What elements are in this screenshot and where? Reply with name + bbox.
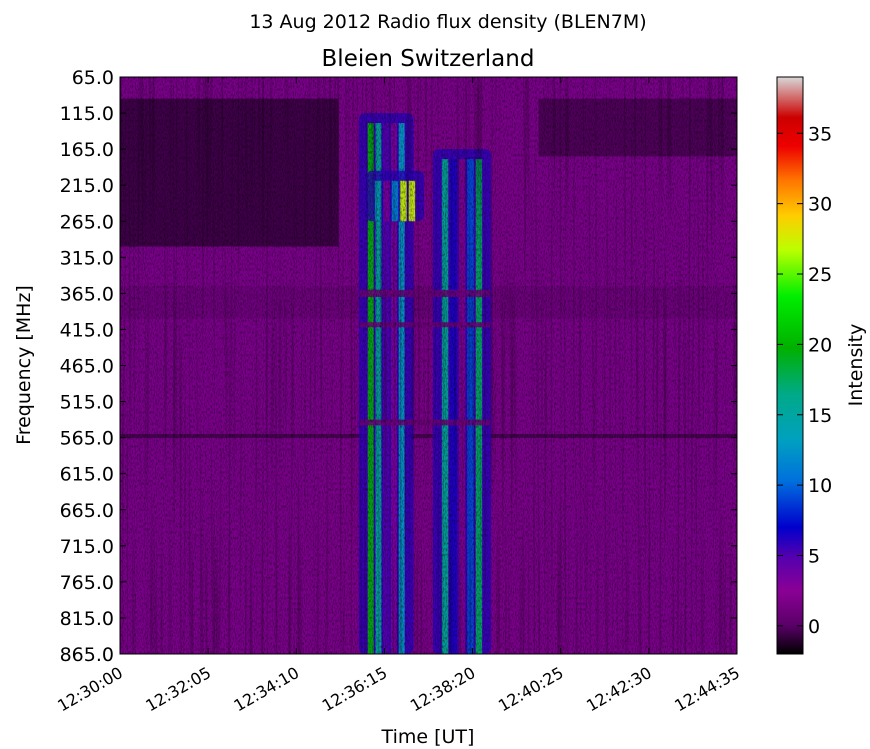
colorbar-tick-label: 20: [808, 334, 832, 356]
y-tick-label: 515.0: [60, 392, 114, 414]
y-tick-label: 865.0: [60, 644, 114, 666]
y-tick-label: 715.0: [60, 536, 114, 558]
y-tick-label: 215.0: [60, 175, 114, 197]
plot-area: [120, 77, 737, 654]
colorbar-tick-label: 25: [808, 264, 832, 286]
x-tick-label: 12:40:25: [495, 663, 567, 715]
y-tick-label: 265.0: [60, 211, 114, 233]
y-tick-label: 465.0: [60, 356, 114, 378]
y-tick-label: 665.0: [60, 500, 114, 522]
x-axis-label: Time [UT]: [381, 726, 475, 748]
y-tick-label: 765.0: [60, 572, 114, 594]
chart-title: 13 Aug 2012 Radio flux density (BLEN7M): [249, 11, 646, 33]
y-tick-label: 615.0: [60, 464, 114, 486]
x-tick-label: 12:42:30: [583, 663, 655, 715]
colorbar-tick-label: 10: [808, 475, 832, 497]
colorbar: [776, 76, 804, 655]
y-tick-label: 815.0: [60, 608, 114, 630]
colorbar-tick-label: 30: [808, 194, 832, 216]
colorbar-tick-label: 0: [808, 616, 820, 638]
y-axis-label: Frequency [MHz]: [13, 285, 35, 445]
y-axis: 65.0 115.0 165.0 215.0 265.0 315.0 365.0 415.0 4…: [60, 67, 737, 666]
noise-texture: [120, 77, 737, 654]
x-tick-label: 12:36:15: [319, 663, 391, 715]
y-tick-label: 65.0: [72, 67, 114, 89]
y-tick-label: 165.0: [60, 139, 114, 161]
y-tick-label: 415.0: [60, 319, 114, 341]
y-tick-label: 315.0: [60, 247, 114, 269]
colorbar-axis: 0 5 10 15 20 25 30 35: [777, 123, 832, 638]
x-tick-label: 12:30:00: [54, 663, 126, 715]
chart-subtitle: Bleien Switzerland: [322, 46, 535, 72]
x-tick-label: 12:38:20: [407, 663, 479, 715]
x-tick-label: 12:34:10: [231, 663, 303, 715]
y-tick-label: 115.0: [60, 103, 114, 125]
colorbar-tick-label: 15: [808, 405, 832, 427]
x-tick-label: 12:44:35: [671, 663, 743, 715]
colorbar-label: Intensity: [845, 324, 867, 407]
colorbar-tick-label: 35: [808, 123, 832, 145]
y-tick-label: 365.0: [60, 283, 114, 305]
y-tick-label: 565.0: [60, 428, 114, 450]
colorbar-tick-label: 5: [808, 545, 820, 567]
x-tick-label: 12:32:05: [142, 663, 214, 715]
